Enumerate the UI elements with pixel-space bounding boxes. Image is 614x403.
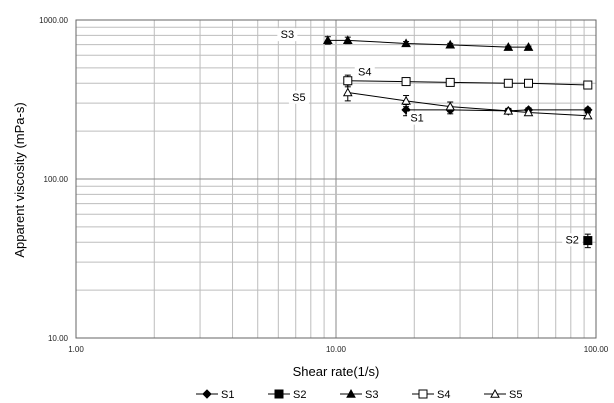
data-point <box>342 35 353 45</box>
legend-item-s4: S4 <box>412 389 450 401</box>
series-label-bg <box>562 233 583 247</box>
legend-marker <box>490 388 500 398</box>
data-point <box>523 107 534 117</box>
legend-label: S4 <box>437 389 450 401</box>
series-label-bg <box>354 65 375 79</box>
series-label: S2 <box>565 234 578 246</box>
legend-label: S2 <box>293 389 306 401</box>
legend-item-s2: S2 <box>268 389 306 401</box>
series-annotations: S1 S2 S3 S4 S5 <box>277 28 583 247</box>
series-s2 <box>583 233 593 249</box>
legend-marker <box>202 389 212 399</box>
data-point <box>445 39 456 49</box>
legend-label: S5 <box>509 389 522 401</box>
x-tick-labels: 1.00 10.00 100.00 <box>68 345 609 354</box>
series-s3 <box>322 35 534 51</box>
series-label: S5 <box>292 92 305 104</box>
data-point <box>503 42 514 51</box>
data-point <box>401 95 411 105</box>
data-point <box>343 76 353 86</box>
y-tick-label: 1000.00 <box>39 16 68 25</box>
x-tick-label: 100.00 <box>584 345 609 354</box>
data-point <box>401 77 411 87</box>
legend-label: S3 <box>365 389 378 401</box>
series-s5 <box>342 84 593 120</box>
series-layer <box>322 35 593 249</box>
legend-item-s5: S5 <box>484 388 522 401</box>
legend-item-s3: S3 <box>340 388 378 401</box>
plot-frame <box>75 19 597 339</box>
y-tick-label: 100.00 <box>44 175 69 184</box>
series-label: S4 <box>358 66 371 78</box>
series-line <box>347 80 588 86</box>
data-point <box>503 78 513 88</box>
series-line <box>347 91 588 117</box>
y-tick-labels: 10.00 100.00 1000.00 <box>39 16 68 343</box>
y-tick-label: 10.00 <box>48 334 69 343</box>
data-point <box>445 77 455 87</box>
series-label: S1 <box>410 113 423 125</box>
data-point <box>342 87 353 97</box>
data-point <box>401 38 411 48</box>
data-point <box>582 110 593 120</box>
data-point <box>322 35 333 45</box>
series-label-bg <box>288 90 309 104</box>
series-line <box>327 39 529 48</box>
x-tick-label: 1.00 <box>68 345 84 354</box>
x-tick-label: 10.00 <box>326 345 347 354</box>
data-point <box>523 78 533 88</box>
series-label-bg <box>277 28 298 42</box>
data-point <box>445 101 456 111</box>
legend-marker <box>274 389 284 399</box>
series-label: S3 <box>281 29 294 41</box>
series-label-bg <box>407 111 428 125</box>
series-s4 <box>343 74 593 90</box>
legend-marker <box>346 388 356 398</box>
grid <box>76 20 596 338</box>
legend-label: S1 <box>221 389 234 401</box>
legend-marker <box>418 389 428 399</box>
data-point <box>523 42 534 51</box>
y-axis-title: Apparent viscosity (mPa-s) <box>12 102 27 257</box>
data-point <box>583 236 593 246</box>
legend-item-s1: S1 <box>196 389 234 401</box>
data-point <box>583 80 593 90</box>
legend: S1 S2 S3 S4 S5 <box>196 388 522 401</box>
data-point <box>503 105 514 115</box>
x-axis-title: Shear rate(1/s) <box>293 364 380 379</box>
